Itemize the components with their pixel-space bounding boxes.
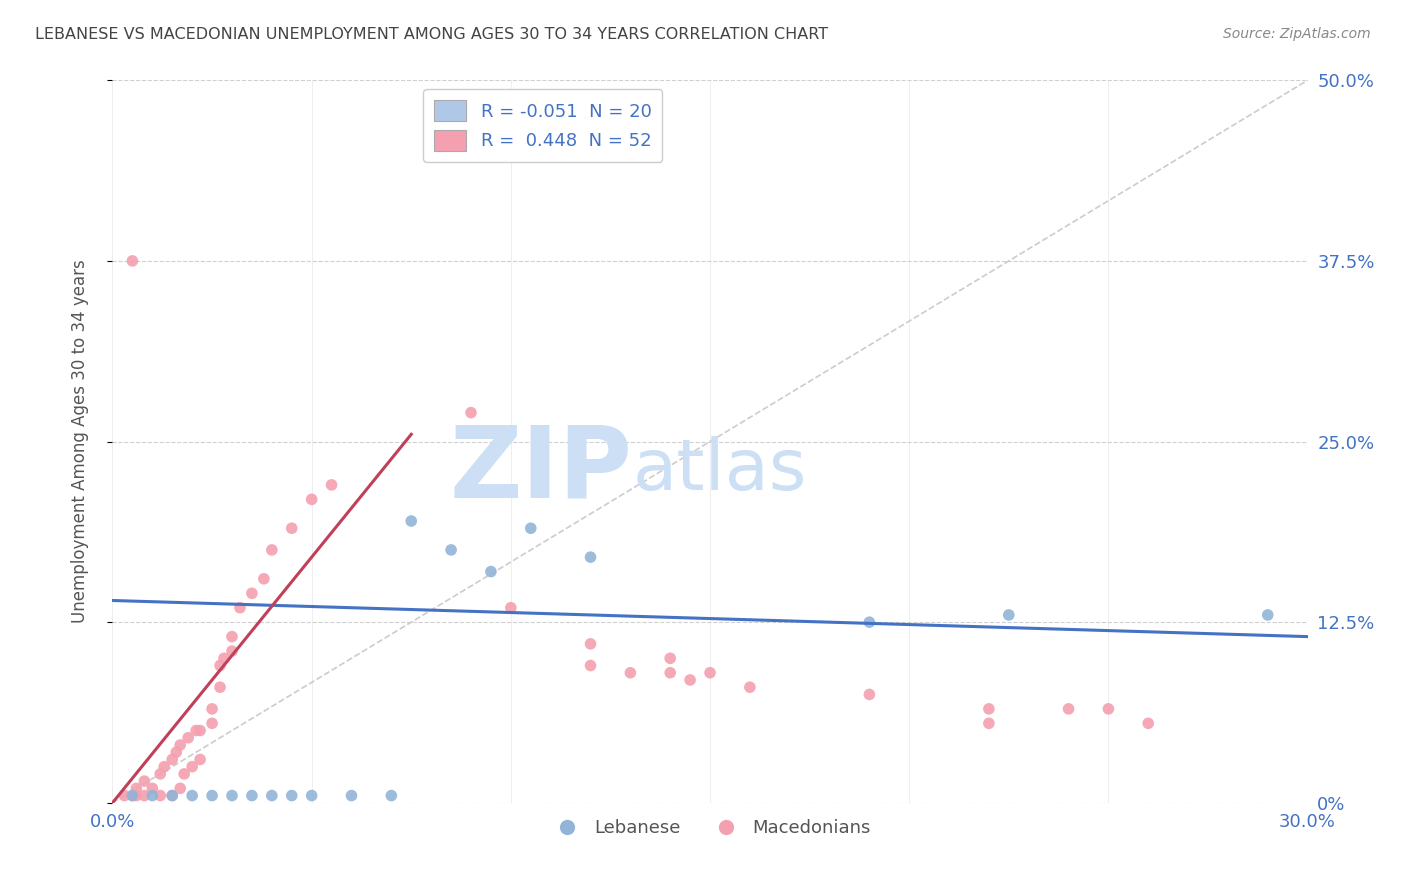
- Point: [162, 752, 183, 766]
- Point: [281, 521, 304, 535]
- Point: [659, 665, 682, 680]
- Point: [165, 745, 187, 759]
- Point: [201, 702, 224, 716]
- Point: [186, 723, 208, 738]
- Point: [1057, 702, 1080, 716]
- Point: [169, 738, 191, 752]
- Point: [380, 789, 402, 803]
- Point: [149, 789, 172, 803]
- Point: [141, 789, 163, 803]
- Point: [499, 600, 522, 615]
- Point: [699, 665, 721, 680]
- Point: [579, 637, 602, 651]
- Text: atlas: atlas: [633, 436, 807, 505]
- Point: [221, 644, 243, 658]
- Point: [125, 789, 148, 803]
- Point: [169, 781, 191, 796]
- Point: [579, 550, 602, 565]
- Point: [240, 586, 263, 600]
- Point: [153, 760, 176, 774]
- Point: [520, 521, 543, 535]
- Point: [321, 478, 343, 492]
- Point: [440, 542, 463, 557]
- Point: [1097, 702, 1119, 716]
- Point: [221, 630, 243, 644]
- Point: [479, 565, 502, 579]
- Point: [149, 767, 172, 781]
- Point: [141, 781, 163, 796]
- Point: [738, 680, 761, 694]
- Point: [281, 789, 304, 803]
- Text: LEBANESE VS MACEDONIAN UNEMPLOYMENT AMONG AGES 30 TO 34 YEARS CORRELATION CHART: LEBANESE VS MACEDONIAN UNEMPLOYMENT AMON…: [35, 27, 828, 42]
- Point: [162, 789, 183, 803]
- Point: [460, 406, 482, 420]
- Point: [229, 600, 252, 615]
- Point: [301, 492, 323, 507]
- Point: [181, 760, 204, 774]
- Point: [977, 716, 1000, 731]
- Point: [188, 723, 211, 738]
- Point: [679, 673, 702, 687]
- Point: [858, 615, 880, 630]
- Point: [209, 658, 232, 673]
- Point: [301, 789, 323, 803]
- Point: [212, 651, 235, 665]
- Point: [1137, 716, 1160, 731]
- Y-axis label: Unemployment Among Ages 30 to 34 years: Unemployment Among Ages 30 to 34 years: [70, 260, 89, 624]
- Point: [162, 789, 183, 803]
- Text: ZIP: ZIP: [450, 422, 633, 519]
- Point: [253, 572, 276, 586]
- Point: [619, 665, 641, 680]
- Point: [125, 781, 148, 796]
- Point: [260, 542, 283, 557]
- Point: [201, 789, 224, 803]
- Point: [579, 658, 602, 673]
- Point: [114, 789, 135, 803]
- Point: [260, 789, 283, 803]
- Point: [121, 253, 143, 268]
- Point: [181, 789, 204, 803]
- Point: [209, 680, 232, 694]
- Legend: Lebanese, Macedonians: Lebanese, Macedonians: [541, 812, 879, 845]
- Point: [401, 514, 423, 528]
- Point: [221, 789, 243, 803]
- Point: [977, 702, 1000, 716]
- Point: [659, 651, 682, 665]
- Point: [340, 789, 363, 803]
- Point: [998, 607, 1021, 622]
- Point: [188, 752, 211, 766]
- Text: Source: ZipAtlas.com: Source: ZipAtlas.com: [1223, 27, 1371, 41]
- Point: [134, 789, 156, 803]
- Point: [240, 789, 263, 803]
- Point: [858, 687, 880, 701]
- Point: [201, 716, 224, 731]
- Point: [134, 774, 156, 789]
- Point: [173, 767, 195, 781]
- Point: [1257, 607, 1279, 622]
- Point: [121, 789, 143, 803]
- Point: [177, 731, 200, 745]
- Point: [121, 789, 143, 803]
